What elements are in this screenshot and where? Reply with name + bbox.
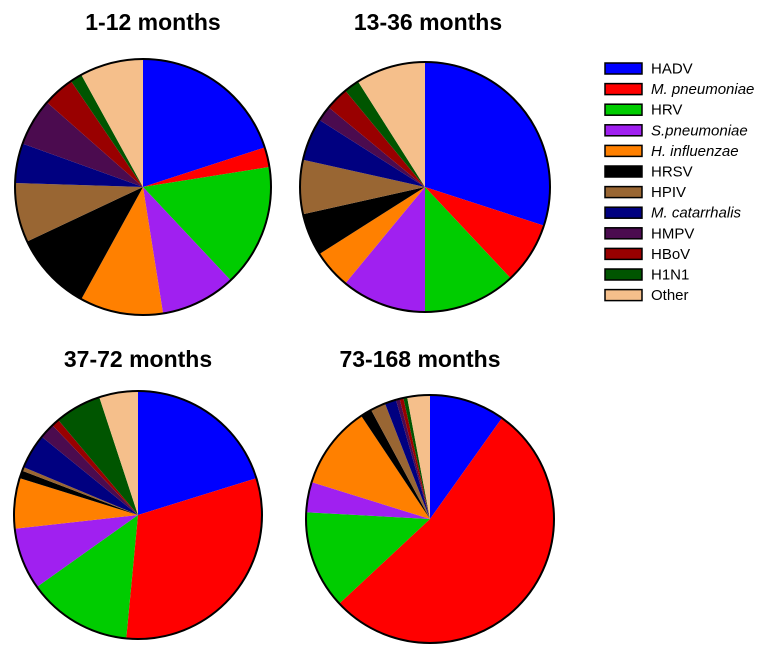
pie-slice-hpiv — [22, 467, 138, 515]
pie-slice-h1n1 — [58, 397, 138, 515]
legend-label: HADV — [651, 61, 693, 78]
pie-73-168-months: 73-168 months — [305, 346, 555, 644]
pie-1-12-months: 1-12 months — [14, 9, 272, 316]
legend-swatch — [604, 144, 643, 158]
pie-slice-m-pneumoniae — [339, 418, 554, 643]
legend-item-hbov: HBoV — [604, 246, 690, 263]
pie-slice-s-pneumoniae — [306, 482, 430, 519]
pie-slice-hadv — [430, 395, 502, 519]
pie-slice-other — [407, 395, 430, 519]
legend-item-hrv: HRV — [604, 102, 682, 119]
legend-swatch — [604, 185, 643, 199]
legend-swatch — [604, 227, 643, 240]
pie-slice-hbov — [399, 397, 430, 519]
pie-slice-other — [81, 59, 143, 187]
pie-slice-hpiv — [371, 403, 430, 519]
legend-label: M. pneumoniae — [651, 81, 754, 98]
legend-swatch — [604, 124, 643, 137]
pie-slice-h1n1 — [71, 74, 143, 187]
pie-slice-h-influenzae — [13, 478, 138, 529]
pie-slice-hrv — [143, 166, 271, 281]
legend-label: HRSV — [651, 164, 693, 181]
pie-slice-s-pneumoniae — [345, 187, 425, 312]
legend-item-m-catarrhalis: M. catarrhalis — [604, 205, 742, 222]
legend-swatch — [604, 103, 643, 116]
pie-slice-hbov — [52, 420, 138, 515]
legend-swatch — [604, 268, 643, 281]
pie-slice-hmpv — [22, 102, 143, 187]
legend-item-m-pneumoniae: M. pneumoniae — [604, 81, 754, 98]
pie-slice-hmpv — [319, 107, 425, 187]
pie-slice-m-catarrhalis — [23, 436, 138, 515]
legend-item-h1n1: H1N1 — [604, 267, 689, 284]
legend-label: HBoV — [651, 246, 690, 263]
pie-slice-h-influenzae — [81, 187, 164, 315]
pie-slice-hmpv — [395, 398, 430, 519]
pie-slice-m-catarrhalis — [303, 120, 425, 187]
pie-slice-hadv — [138, 391, 257, 515]
pie-37-72-months: 37-72 months — [13, 346, 263, 640]
pie-slice-m-pneumoniae — [425, 187, 544, 279]
pie-slice-hrsv — [361, 409, 430, 519]
legend-label: M. catarrhalis — [651, 205, 742, 222]
legend-swatch — [604, 247, 643, 261]
legend-label: S.pneumoniae — [651, 122, 748, 139]
pie-slice-hbov — [328, 90, 425, 187]
legend-item-hmpv: HMPV — [604, 225, 694, 242]
pie-slice-h-influenzae — [311, 415, 430, 519]
pie-slice-m-catarrhalis — [384, 399, 430, 519]
legend-label: Other — [651, 287, 689, 304]
legend-swatch — [604, 62, 643, 75]
pie-outline — [13, 390, 263, 640]
legend-label: H1N1 — [651, 267, 689, 284]
pie-slice-hrsv — [303, 187, 425, 254]
pie-slice-hrv — [306, 512, 430, 604]
legend-item-s-pneumoniae: S.pneumoniae — [604, 122, 748, 139]
legend-swatch — [604, 82, 643, 96]
pie-slice-hrv — [36, 515, 138, 639]
legend-swatch — [604, 165, 643, 178]
legend-label: HRV — [651, 102, 682, 119]
legend-label: HMPV — [651, 225, 694, 242]
pie-slice-h-influenzae — [319, 187, 425, 284]
legend-label: H. influenzae — [651, 143, 739, 160]
pie-slice-other — [358, 62, 425, 187]
pie-slice-m-catarrhalis — [15, 143, 144, 187]
pie-slice-hmpv — [41, 425, 138, 515]
pie-slice-h1n1 — [403, 397, 430, 519]
pie-outline — [299, 61, 551, 313]
legend-item-hadv: HADV — [604, 61, 693, 78]
legend-swatch — [604, 288, 643, 302]
pie-title: 73-168 months — [339, 346, 500, 372]
pie-slice-s-pneumoniae — [14, 515, 138, 587]
pie-charts: 1-12 months 13-36 months 37-72 months 73-16… — [13, 9, 555, 644]
legend-item-h-influenzae: H. influenzae — [604, 143, 739, 160]
pie-slice-s-pneumoniae — [143, 187, 231, 314]
pie-slice-hadv — [143, 59, 265, 187]
pie-slice-hpiv — [300, 159, 425, 215]
pie-outline — [305, 394, 555, 644]
pie-outline — [14, 58, 272, 316]
legend-swatch — [604, 206, 643, 219]
legend-item-hrsv: HRSV — [604, 164, 693, 181]
pie-slice-hrv — [425, 187, 511, 312]
pie-slice-hpiv — [14, 182, 143, 242]
pie-slice-m-pneumoniae — [143, 147, 270, 187]
pie-slice-other — [99, 391, 138, 515]
pie-slice-hrsv — [19, 470, 138, 515]
pie-slice-hrsv — [27, 187, 143, 300]
pie-title: 1-12 months — [85, 9, 220, 35]
pie-title: 37-72 months — [64, 346, 212, 372]
pie-slice-hbov — [46, 81, 144, 187]
legend-item-hpiv: HPIV — [604, 184, 686, 201]
pie-13-36-months: 13-36 months — [299, 9, 551, 313]
pie-title: 13-36 months — [354, 9, 502, 35]
pie-slice-hadv — [425, 62, 550, 226]
legend-item-other: Other — [604, 287, 689, 304]
legend-label: HPIV — [651, 184, 686, 201]
pie-slice-h1n1 — [345, 81, 425, 187]
legend: HADV M. pneumoniae HRV S.pneumoniae H. influ… — [604, 61, 754, 304]
